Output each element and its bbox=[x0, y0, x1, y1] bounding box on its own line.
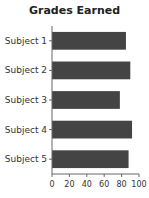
category-label: Subject 4 bbox=[5, 125, 48, 135]
x-axis-line bbox=[52, 174, 139, 175]
bar bbox=[52, 91, 120, 109]
bars bbox=[52, 32, 132, 168]
category-label: Subject 5 bbox=[5, 154, 47, 164]
chart-title: Grades Earned bbox=[29, 4, 120, 17]
bar bbox=[52, 121, 132, 139]
category-label: Subject 2 bbox=[5, 65, 47, 75]
x-tick bbox=[86, 174, 87, 177]
x-tick-label: 20 bbox=[64, 180, 74, 189]
bar bbox=[52, 32, 126, 50]
x-tick bbox=[121, 174, 122, 177]
y-tick bbox=[49, 70, 52, 71]
y-tick bbox=[49, 100, 52, 101]
category-label: Subject 3 bbox=[5, 95, 47, 105]
x-tick bbox=[69, 174, 70, 177]
y-tick bbox=[49, 40, 52, 41]
category-label: Subject 1 bbox=[5, 36, 47, 46]
x-tick-label: 80 bbox=[117, 180, 127, 189]
bar bbox=[52, 150, 129, 168]
x-tick-label: 40 bbox=[82, 180, 92, 189]
x-tick bbox=[139, 174, 140, 177]
x-tick-label: 60 bbox=[99, 180, 109, 189]
chart: Grades Earned Subject 5 Subject 4 Subject 3… bbox=[0, 0, 149, 198]
bar bbox=[52, 62, 130, 80]
y-tick bbox=[49, 159, 52, 160]
x-tick-label: 100 bbox=[131, 180, 146, 189]
x-tick bbox=[104, 174, 105, 177]
x-tick bbox=[52, 174, 53, 177]
x-tick-label: 0 bbox=[49, 180, 54, 189]
y-tick bbox=[49, 129, 52, 130]
